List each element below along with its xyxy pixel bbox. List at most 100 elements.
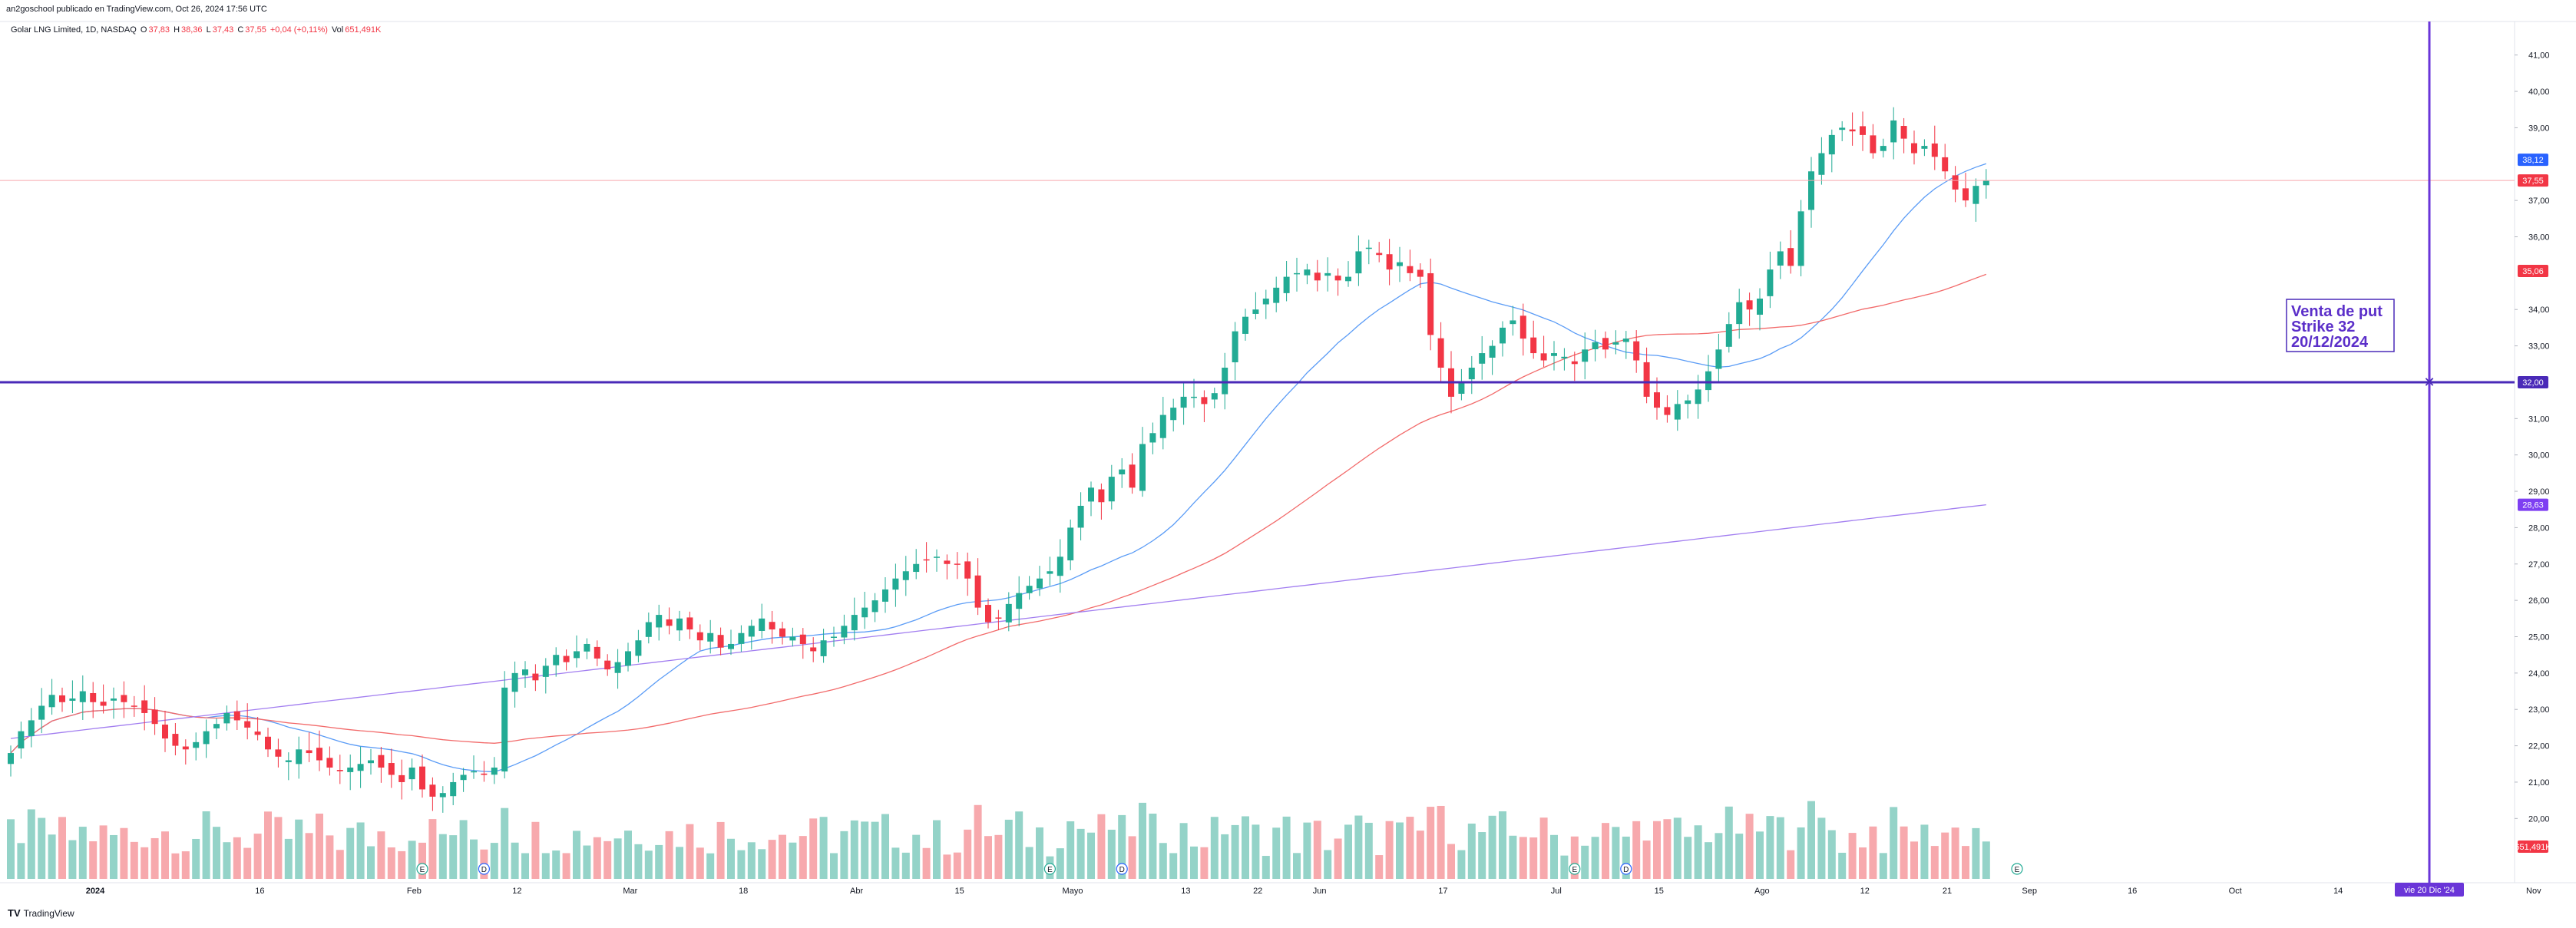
candle-body [8, 753, 14, 765]
event-marker [1043, 863, 1057, 875]
volume-bar [1663, 819, 1672, 879]
volume-bar [326, 835, 334, 879]
x-tick-label: Oct [2229, 887, 2242, 896]
event-marker [416, 863, 428, 875]
put-annotation-box[interactable]: Venta de put Strike 32 20/12/2024 [2286, 299, 2395, 352]
volume-bar [850, 820, 858, 879]
annotation-line-3: 20/12/2024 [2291, 334, 2369, 351]
candle-body [1519, 315, 1526, 339]
volume-bar [1242, 816, 1249, 879]
candle-body [306, 750, 312, 754]
time-axis[interactable]: 2024 16 Feb 12 Mar 18 Abr 15 Mayo 13 22 Jun 17 Jul 15 A… [86, 883, 2576, 897]
candle-body [275, 749, 282, 757]
volume-bar [274, 817, 283, 879]
candle-body [656, 615, 663, 628]
candle-body [861, 607, 868, 618]
volume-bar [490, 843, 498, 879]
candle-body [882, 589, 888, 602]
candle-body [1407, 266, 1414, 273]
volume-bar [901, 852, 910, 879]
candle-body [574, 651, 580, 659]
candle-body [1479, 353, 1486, 364]
candle-body [954, 563, 961, 565]
x-tick-label: Abr [850, 887, 863, 896]
y-tick-label: 21,00 [2528, 778, 2550, 788]
volume-bar [1539, 817, 1548, 879]
volume-bar [1941, 832, 1949, 879]
y-tick-label: 20,00 [2528, 814, 2550, 824]
volume-bar [48, 834, 56, 879]
volume-bar [573, 831, 580, 879]
x-tick-label: 12 [1860, 887, 1870, 896]
volume-bar [408, 840, 416, 879]
volume-bar [213, 827, 220, 879]
candle-body [1828, 134, 1835, 155]
candle-body [1942, 157, 1949, 172]
candle-body [265, 736, 271, 750]
price-tag [2518, 375, 2548, 388]
tradingview-brand[interactable]: TV TradingView [8, 907, 74, 919]
candle-body [1808, 171, 1814, 210]
candle-body [471, 771, 477, 773]
candle-body [213, 724, 220, 728]
volume-bar [583, 845, 591, 879]
volume-bar [1673, 817, 1682, 879]
volume-bar [1066, 821, 1075, 879]
volume-bar [1313, 821, 1321, 879]
y-tick-label: 41,00 [2528, 51, 2550, 61]
candle-body [1005, 603, 1012, 623]
volume-bar [1838, 852, 1847, 879]
volume-bar [1612, 827, 1620, 879]
volume-bar [1776, 817, 1784, 879]
candle-body [439, 793, 446, 798]
y-tick-label: 39,00 [2528, 124, 2550, 133]
volume-bar [1262, 856, 1270, 879]
candle-body [357, 764, 364, 771]
volume-bar [1766, 816, 1774, 879]
price-tag-label: 32,00 [2522, 378, 2544, 388]
candle-body [1242, 316, 1248, 334]
candle-body [336, 770, 343, 771]
candle-body [233, 711, 240, 721]
volume-bar [1591, 837, 1599, 879]
brand-name: TradingView [23, 907, 74, 919]
event-marker [1569, 863, 1581, 875]
candle-body [666, 619, 673, 626]
volume-bar [418, 842, 426, 879]
volume-bar [398, 850, 406, 879]
candle-body [1232, 331, 1238, 362]
volume-bar [1221, 834, 1229, 879]
volume-bar [141, 847, 149, 879]
x-tick-label: 21 [1943, 887, 1952, 896]
volume-bar [1447, 844, 1455, 879]
candle-body [1725, 324, 1732, 347]
candle-body [172, 734, 179, 746]
volume-bar [511, 842, 519, 879]
volume-bar [809, 818, 818, 879]
volume-bar [459, 820, 468, 879]
price-axis[interactable]: 20,00 21,00 22,00 23,00 24,00 25,00 26,00 27,00… [2515, 51, 2551, 853]
volume-bar [1632, 821, 1641, 879]
volume-bar [779, 834, 786, 879]
volume-bar [789, 842, 797, 879]
candle-body [388, 763, 395, 775]
candle-body [347, 768, 354, 772]
candle-body [1540, 353, 1547, 361]
candle-body [614, 662, 621, 673]
candle-body [59, 695, 65, 702]
candle-body [1715, 349, 1722, 369]
volume-bar [1467, 823, 1476, 879]
event-marker-label: E [420, 866, 425, 874]
volume-bar [1570, 836, 1579, 879]
volume-bar [7, 819, 15, 879]
candle-body [162, 724, 168, 739]
volume-bar [1293, 853, 1301, 879]
candle-body [707, 632, 714, 642]
candle-body [1674, 404, 1681, 420]
candle-body [1304, 269, 1311, 276]
volume-bar [1375, 855, 1384, 879]
candle-body [1685, 400, 1691, 405]
volume-bar [428, 819, 437, 879]
